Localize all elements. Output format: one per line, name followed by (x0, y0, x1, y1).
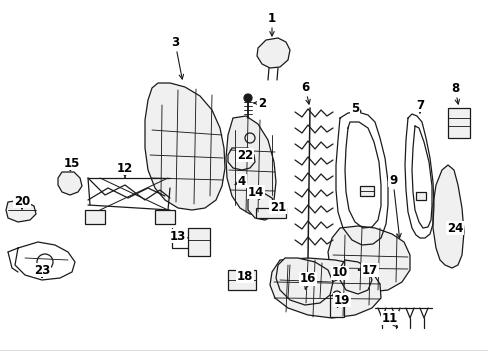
Text: 8: 8 (450, 81, 459, 104)
Bar (359, 186, 373, 196)
Polygon shape (327, 226, 409, 292)
Polygon shape (269, 258, 380, 318)
Text: 23: 23 (34, 264, 50, 277)
Circle shape (244, 94, 251, 102)
Polygon shape (432, 165, 463, 268)
Text: 18: 18 (236, 270, 253, 283)
Text: 12: 12 (117, 162, 133, 178)
Text: 7: 7 (415, 99, 423, 113)
Bar (256, 208, 285, 218)
Bar (415, 192, 425, 200)
Text: 5: 5 (350, 102, 360, 114)
Text: 9: 9 (388, 174, 401, 238)
Bar (187, 228, 209, 256)
Bar (447, 108, 469, 138)
Text: 17: 17 (358, 264, 377, 276)
Text: 6: 6 (300, 81, 309, 104)
Polygon shape (6, 200, 36, 222)
Polygon shape (275, 258, 332, 305)
Text: 4: 4 (234, 175, 245, 188)
Text: 3: 3 (171, 36, 183, 79)
Text: 16: 16 (299, 273, 316, 289)
Bar (227, 270, 256, 290)
Text: 2: 2 (254, 96, 265, 109)
Text: 13: 13 (169, 230, 187, 243)
Bar (85, 210, 105, 224)
Polygon shape (339, 260, 371, 294)
Text: 10: 10 (331, 266, 347, 282)
Text: 1: 1 (267, 12, 276, 36)
Text: 15: 15 (63, 157, 80, 171)
Text: 19: 19 (333, 293, 349, 307)
Text: 24: 24 (446, 221, 462, 234)
Text: 22: 22 (236, 149, 253, 162)
Text: 11: 11 (381, 311, 397, 327)
Bar (155, 210, 175, 224)
Text: 20: 20 (14, 194, 30, 209)
Polygon shape (247, 192, 275, 220)
Text: 14: 14 (247, 185, 264, 199)
Bar (329, 295, 343, 317)
Polygon shape (145, 83, 224, 210)
Polygon shape (225, 116, 275, 215)
Polygon shape (257, 38, 289, 68)
Text: 21: 21 (269, 201, 285, 213)
Polygon shape (58, 172, 82, 195)
Polygon shape (227, 148, 254, 170)
